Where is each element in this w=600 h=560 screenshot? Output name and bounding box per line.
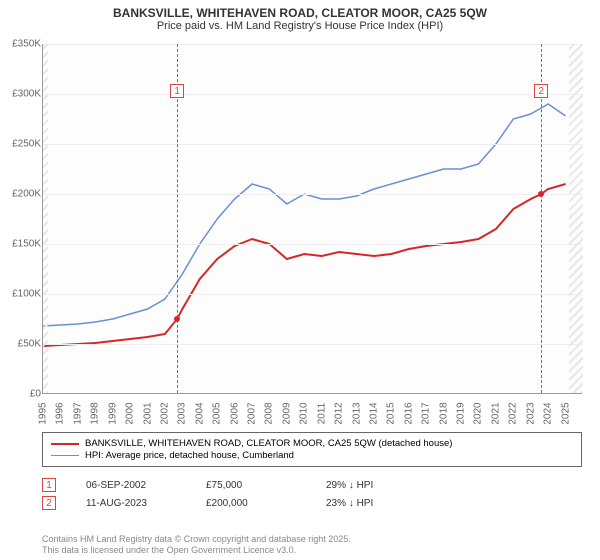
event-table-row: 1 06-SEP-2002 £75,000 29% ↓ HPI (42, 478, 582, 492)
x-axis-label: 2022 (508, 402, 519, 424)
gridline-h (43, 244, 582, 245)
x-axis-label: 2006 (229, 402, 240, 424)
x-axis-label: 2002 (159, 402, 170, 424)
x-axis-label: 2014 (368, 402, 379, 424)
x-axis-label: 2005 (212, 402, 223, 424)
event-table-row: 2 11-AUG-2023 £200,000 23% ↓ HPI (42, 496, 582, 510)
x-axis-label: 2008 (264, 402, 275, 424)
x-axis-label: 1998 (90, 402, 101, 424)
chart-plot-area: £0£50K£100K£150K£200K£250K£300K£350K1995… (42, 44, 582, 394)
y-axis-label: £150K (1, 239, 41, 250)
legend-item: HPI: Average price, detached house, Cumb… (51, 450, 573, 461)
x-axis-label: 2025 (560, 402, 571, 424)
x-axis-label: 1999 (107, 402, 118, 424)
event-number-icon: 2 (42, 496, 56, 510)
x-axis-label: 2020 (473, 402, 484, 424)
y-axis-label: £350K (1, 39, 41, 50)
footnote-line2: This data is licensed under the Open Gov… (42, 545, 351, 556)
x-axis-label: 2016 (403, 402, 414, 424)
chart-legend: BANKSVILLE, WHITEHAVEN ROAD, CLEATOR MOO… (42, 432, 582, 467)
gridline-h (43, 194, 582, 195)
x-axis-label: 2010 (299, 402, 310, 424)
x-axis-label: 2011 (316, 403, 327, 425)
y-axis-label: £0 (1, 389, 41, 400)
x-axis-label: 2024 (543, 402, 554, 424)
gridline-h (43, 144, 582, 145)
legend-swatch (51, 443, 79, 445)
x-axis-label: 2019 (456, 402, 467, 424)
x-axis-label: 2017 (421, 402, 432, 424)
legend-swatch (51, 455, 79, 457)
x-axis-label: 2023 (525, 402, 536, 424)
gridline-h (43, 94, 582, 95)
event-date: 06-SEP-2002 (86, 480, 176, 491)
series-line-price_paid (43, 184, 566, 346)
x-axis-label: 2000 (125, 402, 136, 424)
x-axis-label: 2021 (490, 402, 501, 424)
event-marker-box: 2 (534, 84, 548, 98)
x-axis-label: 2004 (194, 402, 205, 424)
chart-footnote: Contains HM Land Registry data © Crown c… (42, 534, 351, 556)
gridline-h (43, 294, 582, 295)
x-axis-label: 2012 (334, 402, 345, 424)
event-price: £200,000 (206, 498, 296, 509)
x-axis-label: 1996 (55, 402, 66, 424)
footnote-line1: Contains HM Land Registry data © Crown c… (42, 534, 351, 545)
x-axis-label: 2007 (247, 402, 258, 424)
x-axis-label: 2001 (142, 402, 153, 424)
event-point-marker (538, 191, 544, 197)
y-axis-label: £100K (1, 289, 41, 300)
x-axis-label: 1995 (38, 402, 49, 424)
x-axis-label: 2018 (438, 402, 449, 424)
gridline-h (43, 344, 582, 345)
event-delta: 29% ↓ HPI (326, 480, 416, 491)
y-axis-label: £200K (1, 189, 41, 200)
y-axis-label: £50K (1, 339, 41, 350)
x-axis-label: 1997 (72, 402, 83, 424)
series-line-hpi (43, 104, 566, 326)
x-axis-label: 2003 (177, 402, 188, 424)
chart-title-line2: Price paid vs. HM Land Registry's House … (0, 20, 600, 36)
event-delta: 23% ↓ HPI (326, 498, 416, 509)
x-axis-label: 2009 (281, 402, 292, 424)
legend-item: BANKSVILLE, WHITEHAVEN ROAD, CLEATOR MOO… (51, 438, 573, 449)
event-price: £75,000 (206, 480, 296, 491)
gridline-h (43, 44, 582, 45)
hatch-region (43, 44, 48, 393)
chart-lines-svg (43, 44, 583, 394)
event-table: 1 06-SEP-2002 £75,000 29% ↓ HPI 2 11-AUG-2023… (42, 474, 582, 514)
chart-title-line1: BANKSVILLE, WHITEHAVEN ROAD, CLEATOR MOO… (0, 0, 600, 20)
event-date: 11-AUG-2023 (86, 498, 176, 509)
event-marker-box: 1 (170, 84, 184, 98)
event-point-marker (174, 316, 180, 322)
event-number-icon: 1 (42, 478, 56, 492)
y-axis-label: £300K (1, 89, 41, 100)
x-axis-label: 2013 (351, 402, 362, 424)
y-axis-label: £250K (1, 139, 41, 150)
x-axis-label: 2015 (386, 402, 397, 424)
legend-label: BANKSVILLE, WHITEHAVEN ROAD, CLEATOR MOO… (85, 438, 452, 449)
hatch-region (569, 44, 583, 393)
legend-label: HPI: Average price, detached house, Cumb… (85, 450, 294, 461)
